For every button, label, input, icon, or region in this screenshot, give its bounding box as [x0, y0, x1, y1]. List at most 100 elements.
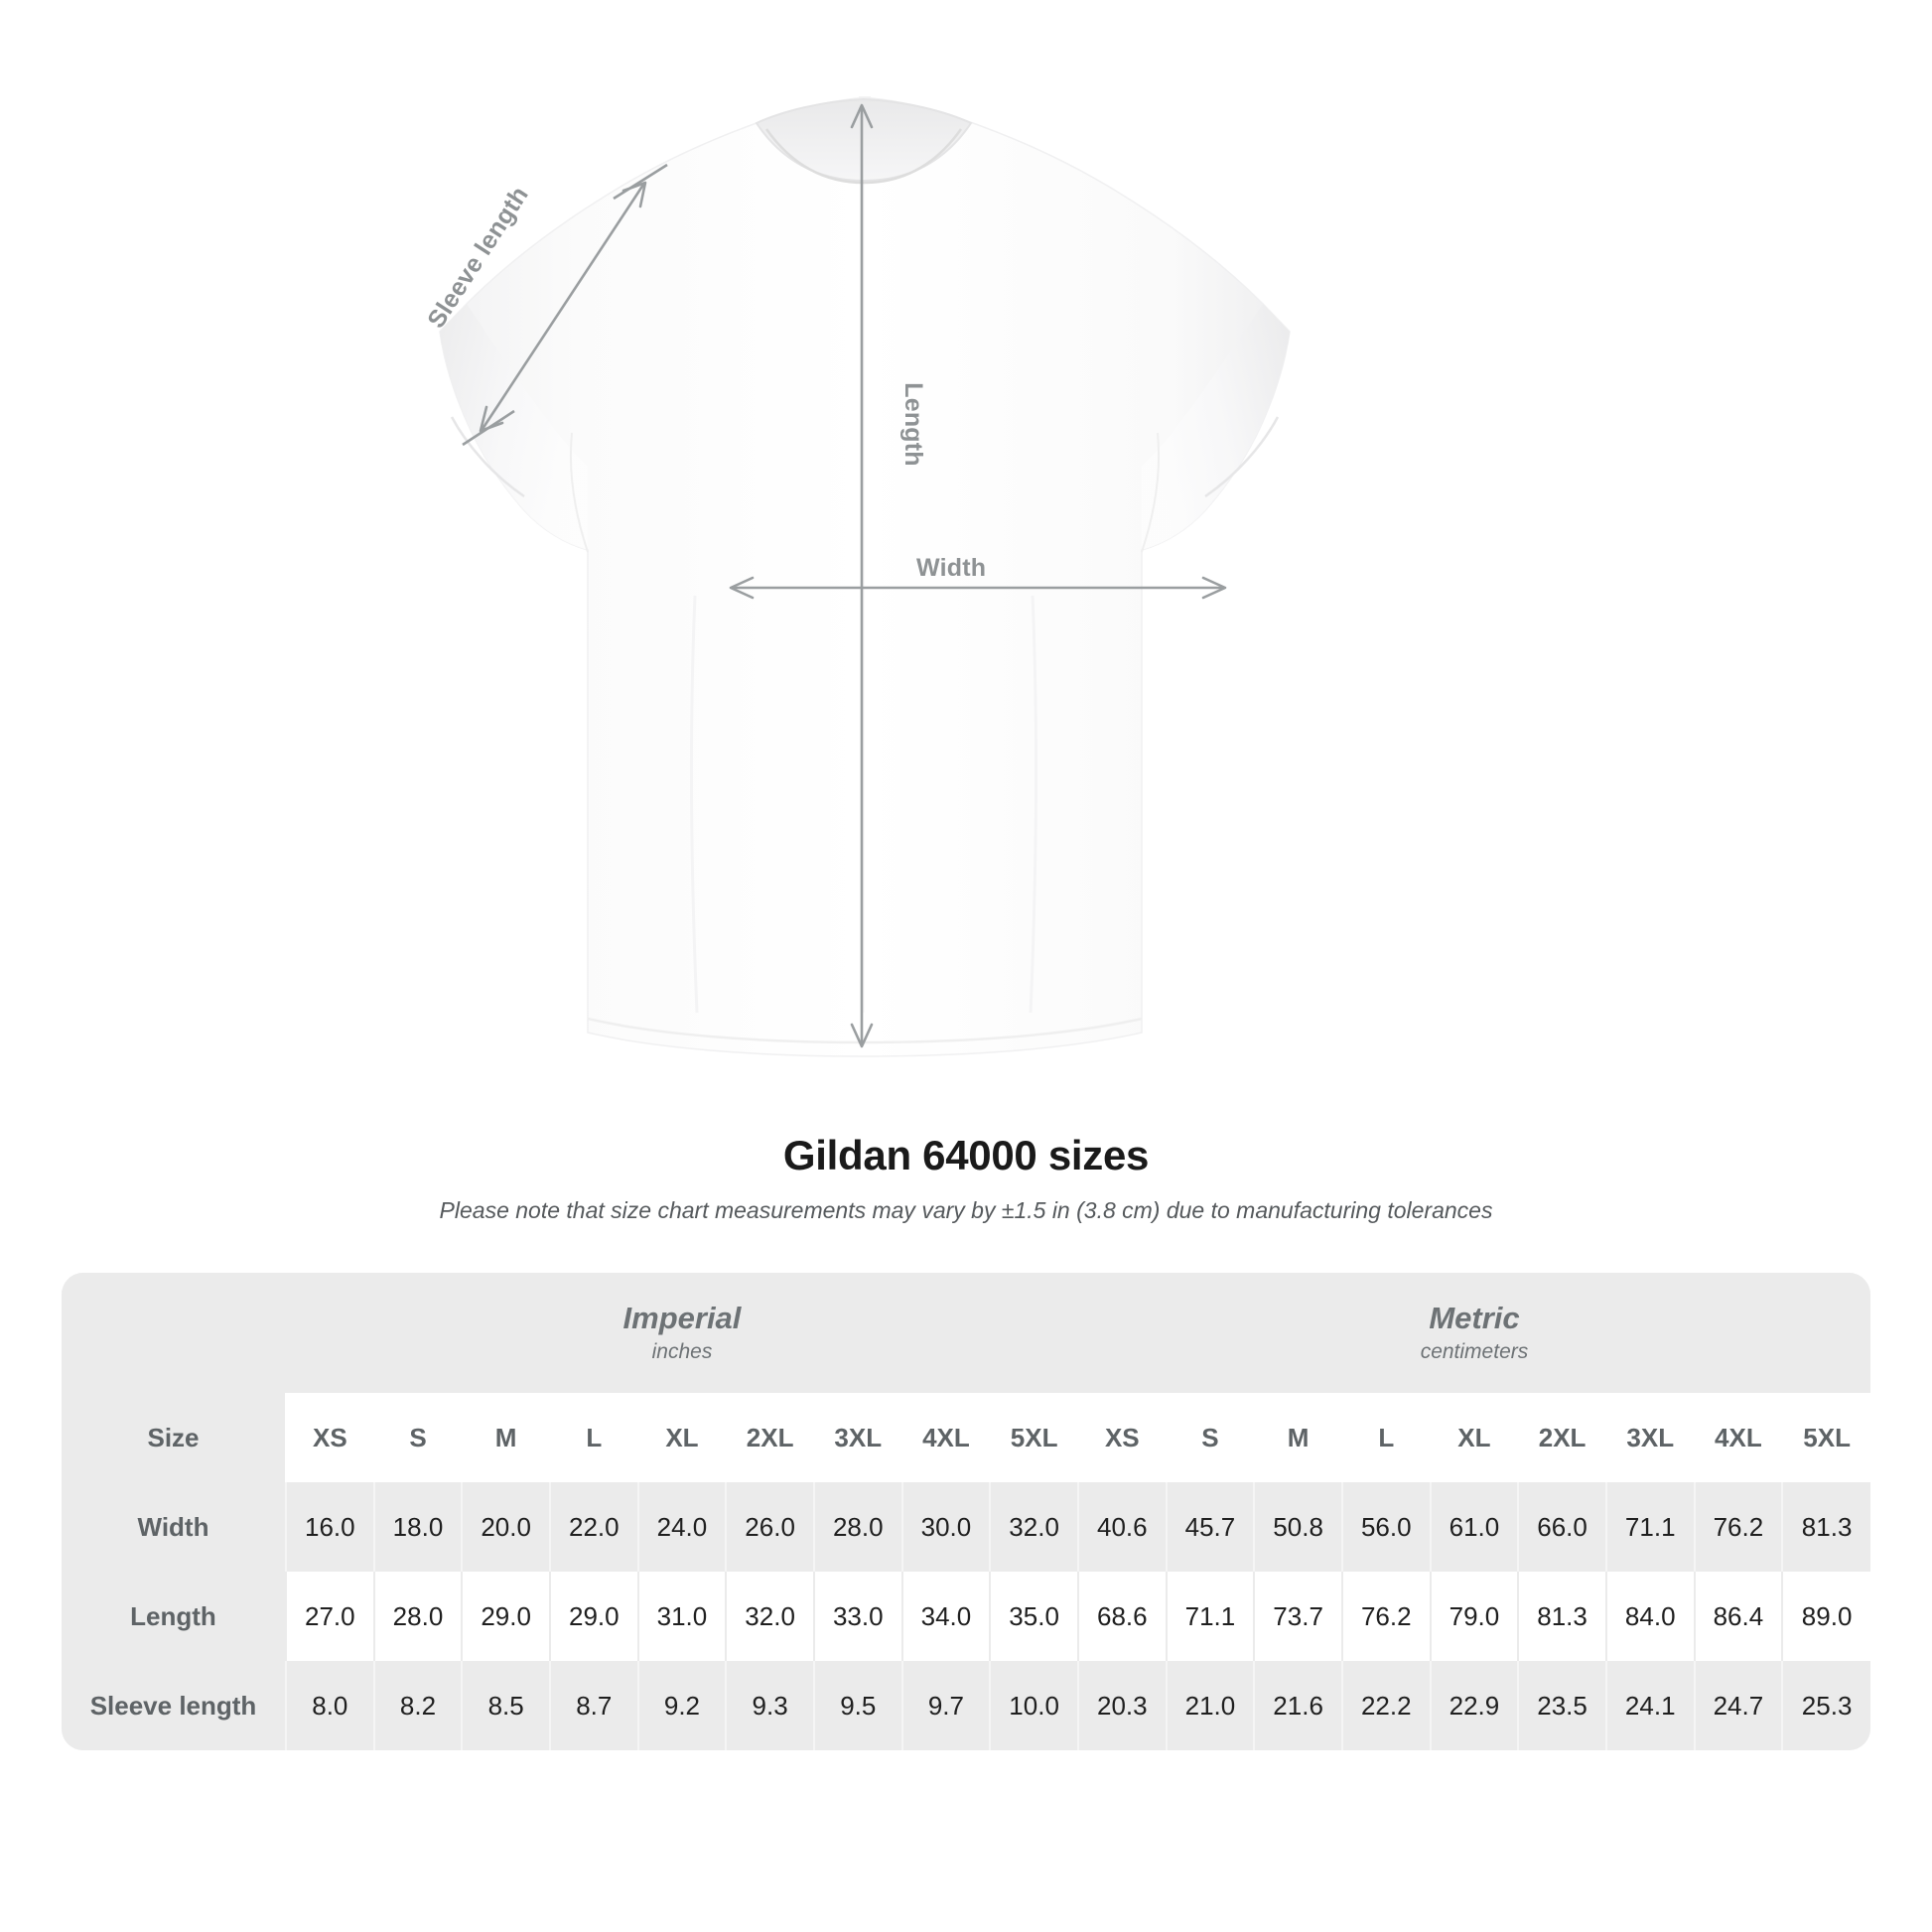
- length-dimension: [850, 103, 874, 1048]
- shirt-body: [439, 96, 1291, 1057]
- size-column-header: 3XL: [812, 1393, 902, 1483]
- measurement-cell: 30.0: [900, 1482, 991, 1573]
- t-shirt-illustration: [439, 96, 1291, 1057]
- measurement-cell: 84.0: [1604, 1572, 1695, 1662]
- size-column-header: L: [548, 1393, 638, 1483]
- measurement-cell: 9.3: [725, 1661, 814, 1751]
- unit-system-name: Metric: [1429, 1301, 1520, 1335]
- unit-group-imperial: Imperial inches: [286, 1273, 1078, 1394]
- table-row: Length 27.0 28.0 29.0 29.0 31.0 32.0 33.0 34.0 35…: [62, 1572, 1870, 1662]
- measurement-cell: 35.0: [989, 1572, 1078, 1662]
- measurement-cell: 81.3: [1517, 1572, 1606, 1662]
- size-column-header: 5XL: [1781, 1393, 1870, 1483]
- size-column-header: M: [1253, 1393, 1342, 1483]
- measurement-cell: 28.0: [812, 1482, 902, 1573]
- measurement-cell: 76.2: [1340, 1572, 1431, 1662]
- size-header-row: Size XS S M L XL 2XL 3XL 4XL 5XL XS S M L XL 2XL 3XL 4XL 5…: [62, 1393, 1870, 1483]
- unit-system-row: Imperial inches Metric centimeters: [62, 1273, 1870, 1394]
- width-dimension-label: Width: [916, 554, 987, 582]
- measurement-cell: 66.0: [1517, 1482, 1606, 1573]
- size-column-header: 4XL: [900, 1393, 991, 1483]
- measurement-cell: 50.8: [1253, 1482, 1342, 1573]
- size-column-header: 3XL: [1604, 1393, 1695, 1483]
- measurement-cell: 32.0: [725, 1572, 814, 1662]
- measurement-cell: 22.0: [548, 1482, 638, 1573]
- measurement-cell: 68.6: [1076, 1572, 1167, 1662]
- measurement-cell: 29.0: [548, 1572, 638, 1662]
- measurement-cell: 22.9: [1429, 1661, 1519, 1751]
- measurement-cell: 89.0: [1781, 1572, 1870, 1662]
- measurement-cell: 71.1: [1604, 1482, 1695, 1573]
- measurement-cell: 9.5: [812, 1661, 902, 1751]
- measurement-cell: 56.0: [1340, 1482, 1431, 1573]
- measurement-cell: 20.0: [461, 1482, 550, 1573]
- sleeve-length-dimension: [462, 163, 668, 447]
- size-column-header: M: [461, 1393, 550, 1483]
- measurement-cell: 18.0: [372, 1482, 463, 1573]
- unit-group-metric: Metric centimeters: [1077, 1273, 1870, 1394]
- measurement-cell: 24.1: [1604, 1661, 1695, 1751]
- measurement-cell: 34.0: [900, 1572, 991, 1662]
- page-title: Gildan 64000 sizes: [782, 1132, 1150, 1178]
- length-dimension-label: Length: [898, 382, 927, 467]
- measurement-row-label: Sleeve length: [62, 1661, 286, 1751]
- measurement-cell: 45.7: [1165, 1482, 1255, 1573]
- table-row: Sleeve length 8.0 8.2 8.5 8.7 9.2 9.3 9.5 9.7 10.…: [62, 1661, 1870, 1751]
- measurement-cell: 9.7: [900, 1661, 991, 1751]
- measurement-cell: 31.0: [636, 1572, 727, 1662]
- garment-diagram: Sleeve length Length Width: [422, 96, 1291, 1057]
- measurement-cell: 73.7: [1253, 1572, 1342, 1662]
- measurement-cell: 8.5: [461, 1661, 550, 1751]
- measurement-cell: 24.0: [636, 1482, 727, 1573]
- measurement-cell: 27.0: [285, 1572, 374, 1662]
- size-chart-table: Imperial inches Metric centimeters Size XS S M L…: [62, 1273, 1870, 1751]
- measurement-cell: 25.3: [1781, 1661, 1870, 1751]
- measurement-cell: 81.3: [1781, 1482, 1870, 1573]
- measurement-cell: 76.2: [1693, 1482, 1783, 1573]
- size-column-header: XL: [1429, 1393, 1519, 1483]
- dimension-lines: [462, 103, 1227, 1048]
- measurement-cell: 8.0: [285, 1661, 374, 1751]
- width-dimension: [729, 576, 1227, 600]
- measurement-cell: 20.3: [1076, 1661, 1167, 1751]
- size-column-header: L: [1340, 1393, 1431, 1483]
- measurement-cell: 9.2: [636, 1661, 727, 1751]
- size-column-header: XS: [285, 1393, 374, 1483]
- size-column-header: 2XL: [725, 1393, 814, 1483]
- measurement-cell: 26.0: [725, 1482, 814, 1573]
- unit-system-detail: centimeters: [1420, 1339, 1529, 1363]
- measurement-cell: 86.4: [1693, 1572, 1783, 1662]
- measurement-cell: 40.6: [1076, 1482, 1167, 1573]
- measurement-row-label: Width: [62, 1482, 286, 1573]
- measurement-cell: 29.0: [461, 1572, 550, 1662]
- size-chart-table-container: Imperial inches Metric centimeters Size XS S M L…: [62, 1273, 1870, 1751]
- size-column-header: XS: [1076, 1393, 1167, 1483]
- measurement-cell: 23.5: [1517, 1661, 1606, 1751]
- unit-system-detail: inches: [651, 1339, 713, 1363]
- size-column-header: XL: [636, 1393, 727, 1483]
- measurement-cell: 16.0: [285, 1482, 374, 1573]
- size-column-header: 4XL: [1693, 1393, 1783, 1483]
- unit-row-spacer: [62, 1273, 286, 1394]
- measurement-cell: 21.6: [1253, 1661, 1342, 1751]
- measurement-cell: 61.0: [1429, 1482, 1519, 1573]
- measurement-cell: 33.0: [812, 1572, 902, 1662]
- measurement-cell: 79.0: [1429, 1572, 1519, 1662]
- measurement-cell: 22.2: [1340, 1661, 1431, 1751]
- tolerance-note: Please note that size chart measurements…: [439, 1197, 1493, 1223]
- measurement-row-label: Length: [62, 1572, 286, 1662]
- size-column-header: 2XL: [1517, 1393, 1606, 1483]
- measurement-cell: 21.0: [1165, 1661, 1255, 1751]
- measurement-cell: 28.0: [372, 1572, 463, 1662]
- measurement-cell: 8.7: [548, 1661, 638, 1751]
- size-header-label: Size: [62, 1393, 286, 1483]
- measurement-cell: 10.0: [989, 1661, 1078, 1751]
- size-column-header: S: [372, 1393, 463, 1483]
- size-column-header: 5XL: [989, 1393, 1078, 1483]
- size-column-header: S: [1165, 1393, 1255, 1483]
- unit-system-name: Imperial: [622, 1301, 742, 1335]
- measurement-cell: 71.1: [1165, 1572, 1255, 1662]
- table-row: Width 16.0 18.0 20.0 22.0 24.0 26.0 28.0 30.0 32.…: [62, 1482, 1870, 1573]
- measurement-cell: 32.0: [989, 1482, 1078, 1573]
- measurement-cell: 8.2: [372, 1661, 463, 1751]
